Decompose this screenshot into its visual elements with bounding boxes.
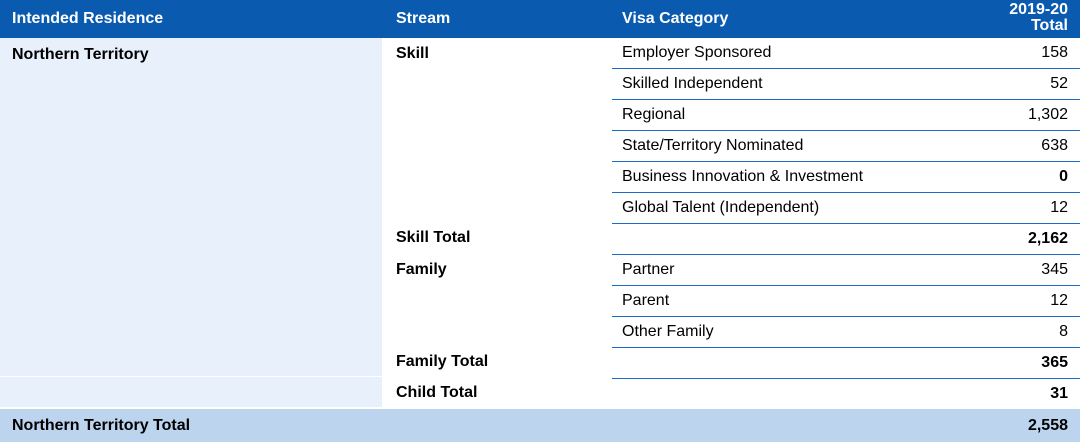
total-cell: 638 [1041,137,1068,154]
table-row: Skilled Independent 52 [612,69,1080,100]
table-row: 31 [612,379,1080,410]
grand-total-row: Northern Territory Total 2,558 [0,409,1080,442]
visa-category-cell: Global Talent (Independent) [622,199,820,216]
total-cell: 0 [1059,168,1068,185]
header-visa-category: Visa Category [622,10,729,27]
table-row: Employer Sponsored 158 [612,38,1080,69]
stream-column [384,38,610,376]
total-cell: 365 [1041,354,1068,371]
table-row: Partner 345 [612,255,1080,286]
table-row: State/Territory Nominated 638 [612,131,1080,162]
stream-skill-total: Skill Total [396,229,471,246]
residence-column [0,38,382,376]
total-cell: 1,302 [1027,106,1068,123]
total-cell: 12 [1050,199,1068,216]
grand-total-label: Northern Territory Total [12,417,191,434]
child-row-residence-cell [0,377,382,407]
total-cell: 158 [1041,44,1068,61]
stream-family-total: Family Total [396,353,489,370]
total-cell: 2,162 [1027,230,1068,247]
visa-category-cell: State/Territory Nominated [622,137,804,154]
visa-category-cell: Regional [622,106,686,123]
table-row: Parent 12 [612,286,1080,317]
table-row: Business Innovation & Investment 0 [612,162,1080,193]
table-header: Intended Residence Stream Visa Category … [0,0,1080,38]
total-cell: 345 [1041,261,1068,278]
total-cell: 8 [1059,323,1068,340]
header-total-year: 2019-20 [1009,1,1068,18]
header-total: 2019-20 Total [968,2,1068,40]
residence-label: Northern Territory [12,46,149,63]
total-cell: 52 [1050,75,1068,92]
visa-category-cell: Parent [622,292,670,309]
header-total-label: Total [1030,17,1068,34]
visa-category-cell: Employer Sponsored [622,44,772,61]
grand-total-value: 2,558 [1027,417,1068,434]
visa-category-cell: Skilled Independent [622,75,763,92]
stream-child-total: Child Total [396,384,478,401]
header-intended-residence: Intended Residence [12,10,164,27]
table-row: 365 [612,348,1080,379]
visa-category-cell: Partner [622,261,675,278]
total-cell: 31 [1050,385,1068,402]
table-row: Regional 1,302 [612,100,1080,131]
table-row: Global Talent (Independent) 12 [612,193,1080,224]
table-row: 2,162 [612,224,1080,255]
visa-category-cell: Business Innovation & Investment [622,168,864,185]
visa-category-cell: Other Family [622,323,714,340]
stream-family: Family [396,261,447,278]
stream-skill: Skill [396,45,429,62]
total-cell: 12 [1050,292,1068,309]
header-stream: Stream [396,10,451,27]
table-row: Other Family 8 [612,317,1080,348]
